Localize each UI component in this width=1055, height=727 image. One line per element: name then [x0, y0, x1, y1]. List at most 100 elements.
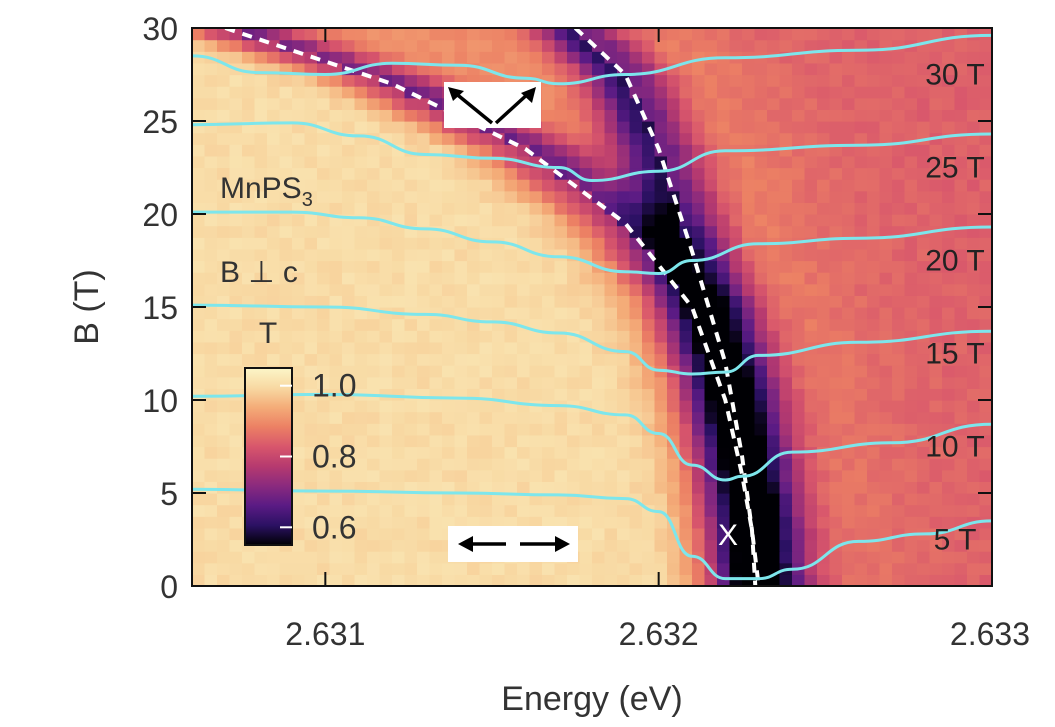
heatmap-cell — [404, 248, 418, 262]
heatmap-cell — [942, 481, 956, 494]
heatmap-cell — [429, 202, 443, 215]
heatmap-cell — [367, 562, 381, 575]
heatmap-cell — [754, 109, 768, 122]
heatmap-cell — [592, 237, 606, 250]
heatmap-cell — [679, 493, 693, 506]
heatmap-cell — [829, 74, 843, 87]
heatmap-cell — [417, 51, 431, 64]
heatmap-cell — [517, 28, 531, 41]
heatmap-cell — [454, 504, 468, 517]
heatmap-cell — [229, 225, 243, 238]
heatmap-cell — [192, 318, 206, 331]
heatmap-cell — [529, 446, 543, 459]
heatmap-cell — [904, 446, 918, 459]
heatmap-cell — [667, 341, 681, 355]
heatmap-cell — [904, 28, 918, 41]
colorbar-ticks: 1.00.80.6 — [280, 368, 356, 545]
heatmap-cell — [592, 144, 606, 157]
field-label-30t: 30 T — [925, 59, 985, 92]
heatmap-cell — [242, 97, 256, 110]
heatmap-cell — [567, 307, 581, 320]
heatmap-cell — [679, 574, 693, 586]
heatmap-cell — [967, 400, 981, 413]
heatmap-cell — [829, 51, 843, 64]
heatmap-cell — [804, 260, 818, 273]
heatmap-cell — [317, 539, 331, 552]
heatmap-cell — [879, 62, 893, 76]
heatmap-cell — [917, 155, 931, 169]
heatmap-cell — [842, 504, 856, 517]
heatmap-cell — [854, 86, 868, 99]
heatmap-cell — [642, 74, 656, 87]
heatmap-cell — [867, 353, 881, 366]
heatmap-cell — [204, 365, 218, 378]
heatmap-cell — [704, 283, 718, 296]
heatmap-cell — [979, 132, 992, 145]
heatmap-cell — [292, 39, 306, 52]
heatmap-cell — [717, 400, 731, 413]
heatmap-cell — [392, 481, 406, 494]
heatmap-cell — [954, 365, 968, 378]
heatmap-cell — [579, 248, 593, 262]
heatmap-cell — [604, 551, 618, 564]
exciton-label: X — [718, 519, 738, 552]
heatmap-cell — [342, 446, 356, 459]
heatmap-cell — [954, 446, 968, 459]
heatmap-cell — [867, 190, 881, 203]
heatmap-cell — [854, 388, 868, 401]
heatmap-cell — [442, 481, 456, 494]
heatmap-cell — [829, 365, 843, 378]
heatmap-cell — [554, 237, 568, 250]
heatmap-cell — [892, 388, 906, 401]
heatmap-cell — [404, 202, 418, 215]
heatmap-cell — [442, 469, 456, 482]
heatmap-cell — [804, 469, 818, 482]
heatmap-cell — [192, 225, 206, 238]
heatmap-cell — [754, 365, 768, 378]
heatmap-cell — [854, 28, 868, 41]
heatmap-cell — [842, 28, 856, 41]
heatmap-cell — [329, 423, 343, 436]
heatmap-cell — [942, 318, 956, 331]
heatmap-cell — [242, 155, 256, 169]
heatmap-cell — [479, 51, 493, 64]
heatmap-cell — [642, 28, 656, 41]
heatmap-cell — [367, 167, 381, 180]
heatmap-cell — [767, 109, 781, 122]
heatmap-cell — [592, 527, 606, 541]
heatmap-cell — [792, 551, 806, 564]
heatmap-cell — [942, 365, 956, 378]
heatmap-cell — [417, 551, 431, 564]
heatmap-cell — [754, 446, 768, 459]
heatmap-cell — [442, 190, 456, 203]
heatmap-cell — [592, 411, 606, 424]
heatmap-cell — [667, 574, 681, 586]
heatmap-cell — [892, 493, 906, 506]
heatmap-cell — [917, 295, 931, 308]
heatmap-cell — [879, 190, 893, 203]
heatmap-cell — [779, 295, 793, 308]
heatmap-cell — [229, 365, 243, 378]
heatmap-cell — [854, 272, 868, 285]
heatmap-cell — [704, 434, 718, 448]
heatmap-cell — [467, 28, 481, 41]
heatmap-cell — [567, 144, 581, 157]
heatmap-cell — [254, 307, 268, 320]
heatmap-cell — [379, 376, 393, 389]
heatmap-cell — [554, 109, 568, 122]
heatmap-cell — [442, 295, 456, 308]
heatmap-cell — [604, 516, 618, 529]
heatmap-cell — [267, 237, 281, 250]
heatmap-cell — [654, 539, 668, 552]
heatmap-cell — [542, 446, 556, 459]
heatmap-cell — [417, 493, 431, 506]
heatmap-cell — [604, 376, 618, 389]
heatmap-cell — [942, 190, 956, 203]
heatmap-cell — [817, 283, 831, 296]
heatmap-cell — [542, 283, 556, 296]
heatmap-cell — [229, 539, 243, 552]
heatmap-cell — [479, 434, 493, 448]
heatmap-cell — [529, 214, 543, 227]
heatmap-cell — [204, 562, 218, 575]
heatmap-cell — [604, 504, 618, 517]
